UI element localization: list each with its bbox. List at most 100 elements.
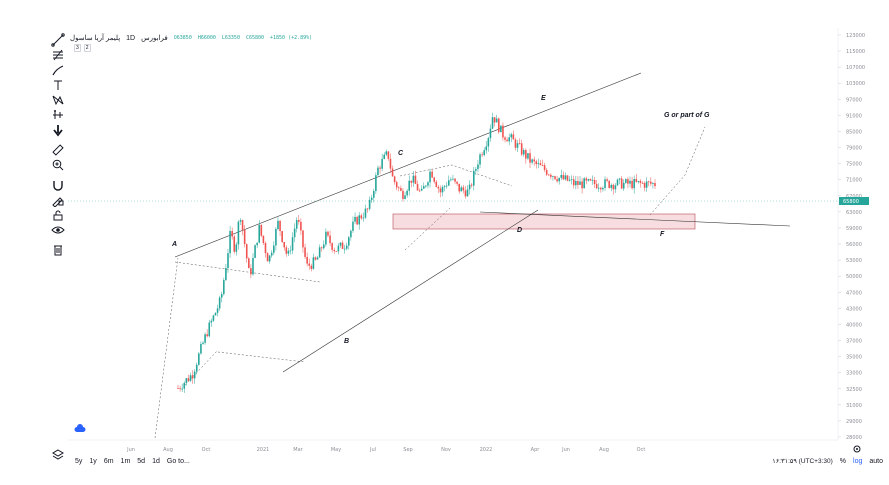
trendline-tool[interactable] (49, 32, 67, 48)
candle-body (345, 245, 348, 249)
candle-body (189, 375, 192, 381)
candle-body (525, 150, 527, 159)
candle-body (291, 237, 294, 251)
candle-body (543, 165, 546, 170)
log-toggle[interactable]: log (853, 457, 863, 465)
candle-body (454, 178, 456, 182)
time-axis[interactable]: Jun Aug Oct 2021 Mar May Jul Sep Nov 2022 Apr Jun Au… (126, 447, 645, 453)
candle-body (245, 244, 248, 259)
candle-body (308, 263, 311, 266)
symbol-name[interactable]: پلیمر آریا ساسول (70, 35, 121, 42)
candle-body (252, 257, 254, 275)
last-price-value: 65800 (843, 199, 859, 205)
text-tool[interactable] (49, 77, 67, 93)
candle-body (491, 117, 494, 129)
candle-body (410, 180, 413, 183)
gear-icon[interactable] (852, 444, 862, 454)
candle-body (331, 243, 333, 250)
wave-label[interactable]: D (517, 227, 522, 234)
candle-body (206, 334, 208, 337)
stay-drawing-tool[interactable] (49, 192, 67, 208)
candle-body (450, 179, 452, 181)
pattern-tool[interactable] (49, 92, 67, 108)
visibility-tool[interactable] (49, 222, 67, 238)
candle-body (273, 245, 275, 253)
candle-body (618, 178, 621, 180)
candle-body (241, 220, 244, 230)
cloud-icon[interactable] (74, 424, 86, 433)
candle-body (500, 125, 502, 133)
candle-body (366, 208, 369, 210)
range-1m[interactable]: 1m (120, 457, 131, 465)
range-6m[interactable]: 6m (103, 457, 114, 465)
candlestick-series (177, 112, 656, 393)
candle-body (358, 215, 361, 225)
status-controls: ۱۶:۳۱:۵۹ (UTC+3:30) % log auto (772, 455, 883, 467)
support-zone[interactable] (392, 213, 696, 230)
candle-body (466, 189, 469, 197)
wave-label[interactable]: F (660, 231, 665, 238)
wave-label[interactable]: B (344, 338, 349, 345)
price-axis[interactable]: 123000 115000 107000 103000 97000 91000 85000 7… (838, 33, 865, 441)
candle-body (385, 151, 388, 155)
change-value: +1850 (+2.89%) (270, 35, 313, 41)
ruler-tool[interactable] (49, 142, 67, 158)
fib-tool[interactable] (49, 47, 67, 63)
brush-tool[interactable] (49, 62, 67, 78)
zoom-tool[interactable] (49, 157, 67, 173)
goto-button[interactable]: Go to... (166, 457, 190, 465)
trash-icon (54, 245, 62, 256)
magnet-tool[interactable] (49, 177, 67, 193)
percent-toggle[interactable]: % (839, 457, 847, 465)
wave-label[interactable]: C (398, 150, 404, 157)
candle-body (456, 181, 458, 184)
candle-body (231, 231, 233, 237)
candle-body (306, 256, 308, 264)
range-5d[interactable]: 5d (137, 457, 146, 465)
candle-body (229, 231, 231, 254)
lower-trendline[interactable] (282, 209, 539, 373)
indicator-pill[interactable]: 3 (74, 44, 81, 52)
candle-body (352, 221, 354, 231)
layers-icon[interactable] (51, 448, 65, 462)
candle-body (341, 242, 344, 249)
auto-toggle[interactable]: auto (869, 457, 883, 465)
indicator-pill[interactable]: 2 (83, 44, 91, 52)
arrow-down-tool[interactable] (49, 122, 67, 138)
candle-body (633, 179, 635, 189)
trash-tool[interactable] (49, 242, 67, 258)
candle-body (354, 216, 356, 222)
candle-body (516, 143, 519, 148)
wave-label[interactable]: E (541, 95, 546, 102)
candle-body (554, 176, 556, 180)
candle-body (591, 179, 594, 181)
time-tick-label: Aug (599, 447, 609, 453)
lock-tool[interactable] (49, 207, 67, 223)
wave-label[interactable]: G or part of G (664, 112, 710, 119)
support-line[interactable] (479, 211, 791, 227)
price-chart[interactable]: 123000 115000 107000 103000 97000 91000 85000 7… (0, 0, 889, 455)
candle-body (597, 187, 600, 189)
candle-body (541, 165, 544, 166)
wave-label[interactable]: A (171, 241, 177, 248)
candle-body (489, 128, 492, 139)
candle-body (304, 247, 306, 257)
candle-body (314, 257, 317, 260)
candle-body (200, 343, 202, 354)
clock-timezone[interactable]: ۱۶:۳۱:۵۹ (UTC+3:30) (772, 458, 833, 465)
candle-body (485, 146, 488, 151)
candle-body (537, 163, 540, 165)
candle-body (285, 247, 288, 254)
candle-body (356, 216, 358, 225)
candle-body (248, 258, 250, 269)
candle-body (622, 182, 625, 189)
candle-body (235, 244, 238, 252)
prediction-tool[interactable] (49, 107, 67, 123)
range-1d[interactable]: 1d (152, 457, 160, 465)
candle-body (327, 231, 329, 236)
upper-trendline[interactable] (174, 72, 642, 258)
range-1y[interactable]: 1y (89, 457, 97, 465)
candle-body (510, 134, 513, 138)
range-5y[interactable]: 5y (75, 457, 83, 465)
interval-label[interactable]: 1D (126, 34, 136, 42)
